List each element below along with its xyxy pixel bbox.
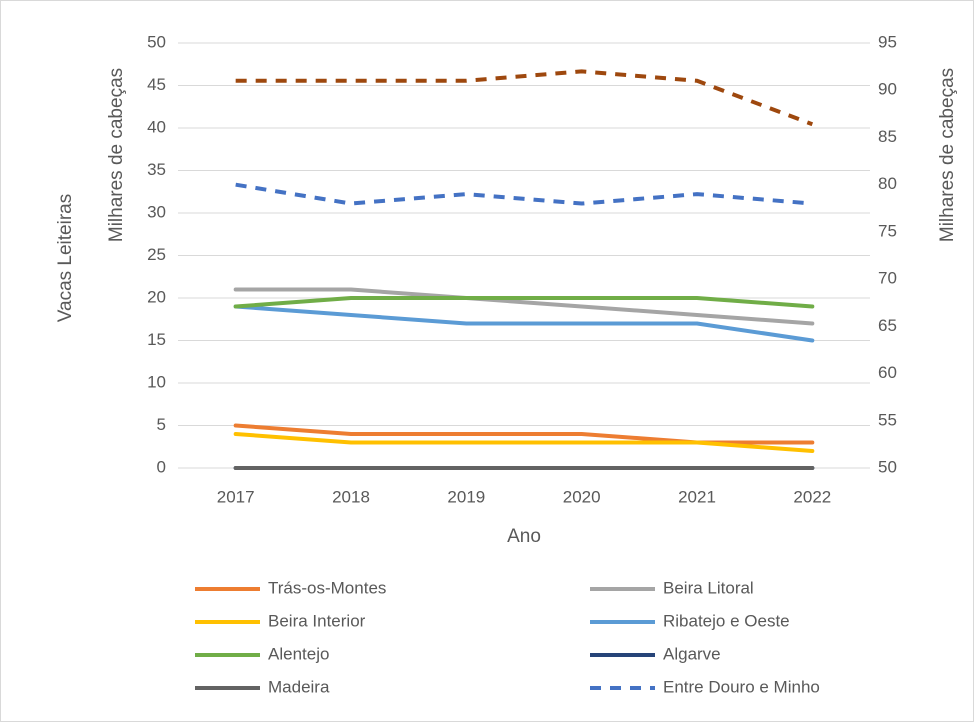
x-tick-label: 2017: [217, 487, 255, 506]
y-tick-label: 15: [147, 330, 166, 349]
legend-label: Alentejo: [268, 644, 329, 663]
y2-tick-label: 80: [878, 174, 897, 193]
y2-tick-label: 65: [878, 316, 897, 335]
series-line: [235, 182, 813, 206]
legend-label: Entre Douro e Minho: [663, 677, 820, 696]
y-tick-label: 10: [147, 372, 166, 391]
legend-label: Trás-os-Montes: [268, 578, 386, 597]
series-line: [233, 432, 815, 453]
y-tick-label: 25: [147, 245, 166, 264]
series-line: [233, 287, 815, 326]
y-tick-label: 50: [147, 32, 166, 51]
y2-tick-label: 70: [878, 269, 897, 288]
y-tick-label: 5: [157, 415, 166, 434]
x-tick-label: 2021: [678, 487, 716, 506]
y-tick-label: 20: [147, 287, 166, 306]
legend-label: Algarve: [663, 644, 721, 663]
legend-label: Madeira: [268, 677, 330, 696]
x-tick-label: 2018: [332, 487, 370, 506]
y2-tick-label: 50: [878, 457, 897, 476]
y-tick-label: 30: [147, 202, 166, 221]
outer-label: Vacas Leiteiras: [55, 194, 76, 323]
y2-tick-label: 55: [878, 410, 897, 429]
x-tick-label: 2022: [793, 487, 831, 506]
y2-tick-label: 75: [878, 221, 897, 240]
y2-tick-label: 60: [878, 363, 897, 382]
x-tick-label: 2020: [563, 487, 601, 506]
series-line: [233, 296, 815, 309]
y-axis-title: Milhares de cabeças: [106, 68, 127, 242]
y2-tick-label: 85: [878, 127, 897, 146]
y-tick-label: 35: [147, 160, 166, 179]
legend-label: Ribatejo e Oeste: [663, 611, 790, 630]
x-tick-label: 2019: [447, 487, 485, 506]
y-tick-label: 40: [147, 117, 166, 136]
y-tick-label: 45: [147, 75, 166, 94]
y2-axis-title: Milhares de cabeças: [937, 68, 958, 242]
y2-tick-label: 90: [878, 80, 897, 99]
legend-label: Beira Litoral: [663, 578, 754, 597]
y2-tick-label: 95: [878, 32, 897, 51]
series-line: [233, 304, 815, 343]
x-axis-title: Ano: [507, 526, 541, 547]
legend-label: Beira Interior: [268, 611, 366, 630]
series-line: [235, 69, 814, 127]
y-tick-label: 0: [157, 457, 166, 476]
